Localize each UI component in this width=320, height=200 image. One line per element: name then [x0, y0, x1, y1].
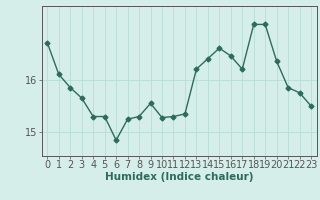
- X-axis label: Humidex (Indice chaleur): Humidex (Indice chaleur): [105, 172, 253, 182]
